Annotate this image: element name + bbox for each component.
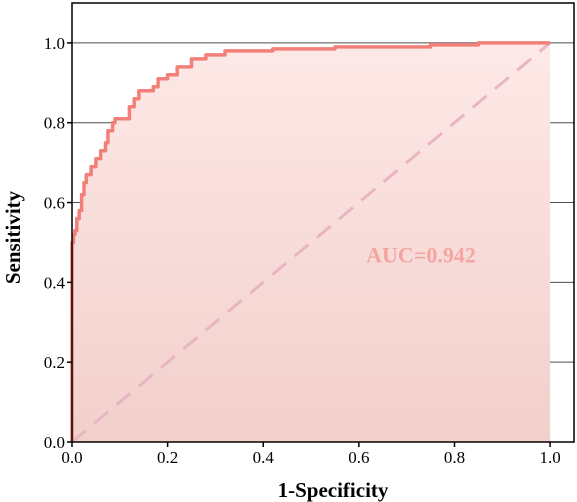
x-tick-label: 0.0 — [61, 448, 82, 467]
roc-curve — [70, 41, 551, 442]
y-tick-label: 0.4 — [44, 273, 66, 292]
x-tick-label: 0.6 — [348, 448, 369, 467]
chance-diagonal-line — [71, 41, 552, 444]
y-axis-label: Sensitivity — [1, 190, 25, 284]
y-tick-label: 1.0 — [44, 34, 65, 53]
axis-ticks: 0.0 0.2 0.4 0.6 0.8 1.0 0.0 0.2 0.4 0.6 0.8 1.0 — [44, 34, 561, 467]
x-tick-label: 0.8 — [444, 448, 465, 467]
auc-annotation: AUC=0.942 — [366, 242, 476, 267]
y-tick-label: 0.2 — [44, 353, 65, 372]
x-tick-label: 1.0 — [539, 448, 560, 467]
y-tick-label: 0.6 — [44, 194, 65, 213]
x-axis-label: 1-Specificity — [278, 478, 389, 502]
plot-frame — [71, 2, 575, 443]
x-tick-label: 0.2 — [157, 448, 178, 467]
y-tick-label: 0.0 — [44, 433, 65, 452]
x-tick-label: 0.4 — [253, 448, 275, 467]
y-tick-label: 0.8 — [44, 114, 65, 133]
